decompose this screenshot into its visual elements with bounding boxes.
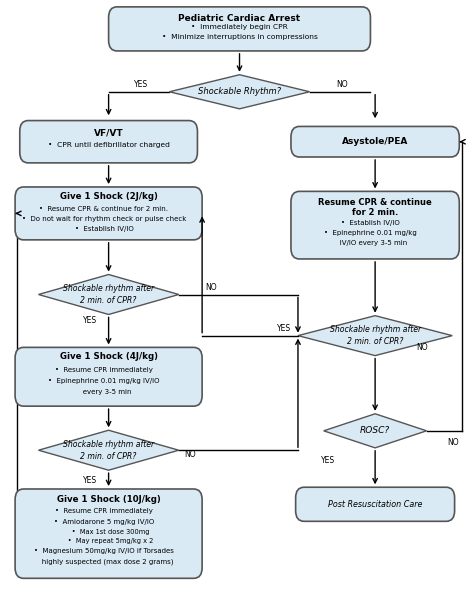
Text: •  Resume CPR & continue for 2 min.: • Resume CPR & continue for 2 min.: [39, 206, 168, 211]
Text: NO: NO: [416, 343, 428, 352]
Text: •  CPR until defibrillator charged: • CPR until defibrillator charged: [48, 142, 170, 148]
Text: YES: YES: [83, 477, 97, 485]
Text: NO: NO: [184, 451, 196, 459]
FancyBboxPatch shape: [15, 489, 202, 578]
Text: 2 min. of CPR?: 2 min. of CPR?: [81, 296, 137, 305]
Text: Give 1 Shock (4J/kg): Give 1 Shock (4J/kg): [60, 352, 157, 360]
Text: •  Establish IV/IO: • Establish IV/IO: [74, 226, 133, 231]
Text: •  May repeat 5mg/kg x 2: • May repeat 5mg/kg x 2: [55, 538, 153, 544]
Text: NO: NO: [337, 80, 348, 89]
Text: •  Do not wait for rhythm check or pulse check: • Do not wait for rhythm check or pulse …: [22, 216, 186, 221]
Text: YES: YES: [83, 316, 97, 326]
FancyBboxPatch shape: [15, 187, 202, 240]
Text: •  Resume CPR immediately: • Resume CPR immediately: [55, 367, 153, 373]
Text: •  Immediately begin CPR: • Immediately begin CPR: [191, 24, 288, 30]
Polygon shape: [38, 430, 179, 470]
Text: Resume CPR & continue: Resume CPR & continue: [318, 198, 432, 207]
Polygon shape: [38, 274, 179, 315]
Text: Shockable rhythm after: Shockable rhythm after: [63, 284, 154, 293]
Text: YES: YES: [134, 80, 148, 89]
Text: YES: YES: [321, 456, 336, 465]
Text: Give 1 Shock (2J/kg): Give 1 Shock (2J/kg): [60, 193, 157, 201]
Text: •  Max 1st dose 300mg: • Max 1st dose 300mg: [59, 529, 149, 535]
FancyBboxPatch shape: [296, 487, 455, 521]
FancyBboxPatch shape: [109, 7, 371, 51]
Text: •  Minimize interruptions in compressions: • Minimize interruptions in compressions: [162, 34, 318, 40]
Text: Shockable rhythm after: Shockable rhythm after: [329, 325, 421, 334]
Text: highly suspected (max dose 2 grams): highly suspected (max dose 2 grams): [35, 558, 173, 564]
Text: YES: YES: [277, 324, 291, 333]
Text: •  Epinephrine 0.01 mg/kg: • Epinephrine 0.01 mg/kg: [324, 230, 417, 236]
Text: •  Establish IV/IO: • Establish IV/IO: [341, 220, 400, 226]
FancyBboxPatch shape: [291, 191, 459, 259]
Text: 2 min. of CPR?: 2 min. of CPR?: [347, 337, 403, 346]
Text: ROSC?: ROSC?: [360, 426, 390, 435]
Text: Shockable Rhythm?: Shockable Rhythm?: [198, 87, 281, 96]
Text: •  Magnesium 50mg/kg IV/IO if Torsades: • Magnesium 50mg/kg IV/IO if Torsades: [34, 548, 174, 554]
Text: Pediatric Cardiac Arrest: Pediatric Cardiac Arrest: [178, 14, 301, 23]
Text: Shockable rhythm after: Shockable rhythm after: [63, 440, 154, 449]
FancyBboxPatch shape: [291, 127, 459, 157]
Polygon shape: [324, 414, 427, 448]
Text: •  Amiodarone 5 mg/kg IV/IO: • Amiodarone 5 mg/kg IV/IO: [54, 519, 154, 525]
Polygon shape: [169, 75, 310, 109]
Text: for 2 min.: for 2 min.: [352, 208, 398, 217]
Text: IV/IO every 3-5 min: IV/IO every 3-5 min: [333, 240, 408, 246]
Text: •  Epinephrine 0.01 mg/kg IV/IO: • Epinephrine 0.01 mg/kg IV/IO: [48, 379, 160, 385]
FancyBboxPatch shape: [20, 121, 198, 163]
Polygon shape: [298, 316, 452, 356]
FancyBboxPatch shape: [15, 348, 202, 406]
Text: •  Resume CPR immediately: • Resume CPR immediately: [55, 508, 153, 514]
Text: every 3-5 min: every 3-5 min: [76, 389, 132, 395]
Text: Post Resuscitation Care: Post Resuscitation Care: [328, 500, 422, 509]
Text: Give 1 Shock (10J/kg): Give 1 Shock (10J/kg): [57, 495, 161, 504]
Text: 2 min. of CPR?: 2 min. of CPR?: [81, 452, 137, 461]
Text: VF/VT: VF/VT: [94, 128, 123, 137]
Text: Asystole/PEA: Asystole/PEA: [342, 137, 408, 146]
Text: NO: NO: [206, 283, 217, 292]
Text: NO: NO: [447, 438, 459, 447]
